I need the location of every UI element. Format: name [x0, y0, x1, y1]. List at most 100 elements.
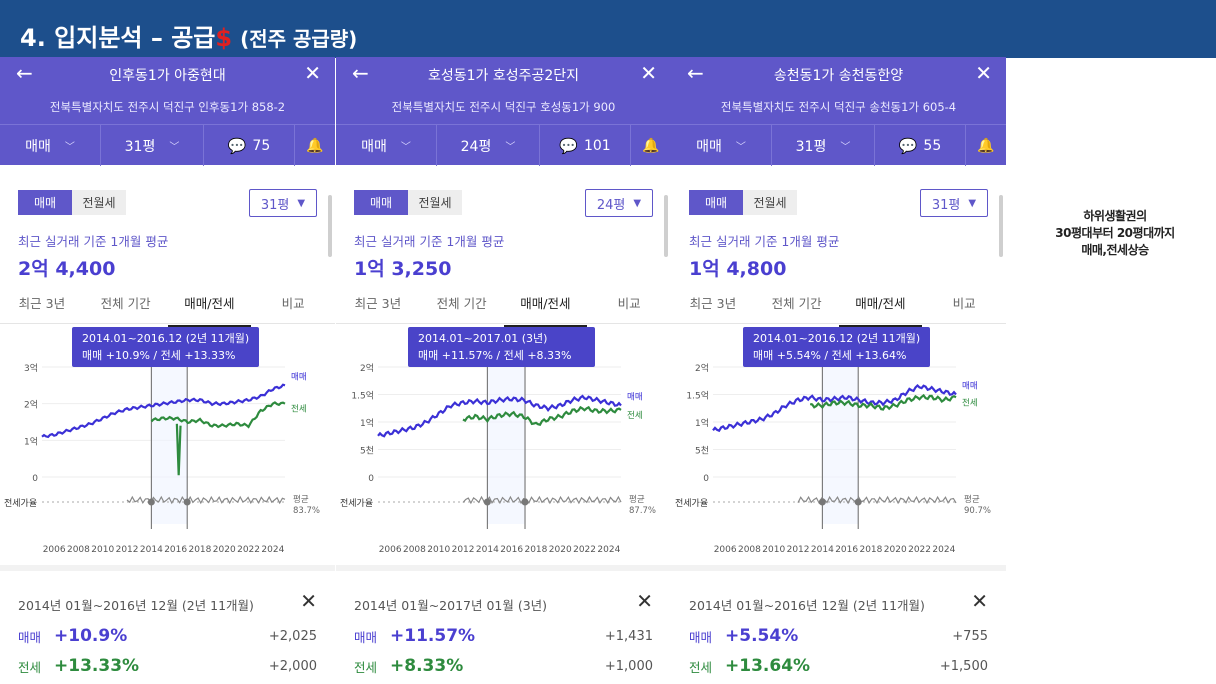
tab-all[interactable]: 전체 기간 — [100, 296, 151, 311]
deal-toggle: 매매 전월세 — [354, 190, 462, 215]
jeonse-amount: +2,000 — [268, 658, 317, 674]
x-tick-label: 2010 — [91, 545, 114, 555]
back-arrow-icon[interactable]: ← — [16, 61, 33, 85]
toggle-buy[interactable]: 매매 — [354, 190, 408, 215]
tab-recent[interactable]: 최근 3년 — [18, 296, 66, 311]
notification-button[interactable]: 🔔 — [966, 125, 1006, 166]
tooltip-values: 매매 +10.9% / 전세 +13.33% — [82, 349, 236, 362]
back-arrow-icon[interactable]: ← — [687, 61, 704, 85]
buy-stat: 매매 +5.54% +755 — [689, 623, 988, 649]
deal-type-select[interactable]: 매매 ﹀ — [336, 125, 437, 166]
title-sub: (전주 공급량) — [240, 27, 358, 51]
x-tick-label: 2020 — [213, 545, 236, 555]
notification-button[interactable]: 🔔 — [295, 125, 335, 166]
bell-icon: 🔔 — [642, 137, 660, 154]
jeonse-amount: +1,500 — [939, 658, 988, 674]
complex-address: 전북특별자치도 전주시 덕진구 호성동1가 900 — [391, 100, 616, 114]
comments-button[interactable]: 💬 75 — [204, 125, 295, 166]
avg-value: 83.7% — [293, 506, 320, 516]
size-select[interactable]: 31평 ﹀ — [772, 125, 875, 166]
recent-price: 2억 4,400 — [18, 258, 116, 280]
recent-label-wrap: 최근 실거래 기준 1개월 평균 — [18, 231, 168, 250]
complex-address: 전북특별자치도 전주시 덕진구 송천동1가 605-4 — [720, 100, 957, 114]
toggle-rent[interactable]: 전월세 — [743, 190, 797, 215]
recent-label: 최근 실거래 기준 1개월 평균 — [354, 234, 505, 249]
notification-button[interactable]: 🔔 — [631, 125, 671, 166]
y-tick-label: 0 — [32, 474, 38, 484]
deal-type-value: 매매 — [696, 138, 722, 155]
toggle-buy[interactable]: 매매 — [18, 190, 72, 215]
period-start-dot — [818, 498, 826, 506]
chevron-down-icon: ﹀ — [505, 142, 516, 153]
tab-recent[interactable]: 최근 3년 — [354, 296, 402, 311]
size-dropdown[interactable]: 31평 ▼ — [249, 189, 317, 217]
y-tick-label: 1.5억 — [686, 390, 709, 402]
buy-percent: +10.9% — [54, 626, 128, 646]
tab-compare[interactable]: 비교 — [617, 296, 641, 311]
y-tick-label: 2억 — [360, 362, 374, 374]
tab-recent[interactable]: 최근 3년 — [689, 296, 737, 311]
title-main: 4. 입지분석 – 공급 — [20, 24, 216, 52]
tab-buy-rent[interactable]: 매매/전세 — [838, 289, 923, 327]
annotation-note: 하위생활권의 30평대부터 20평대까지 매매,전세상승 — [1040, 208, 1190, 259]
scrollbar[interactable] — [664, 195, 668, 257]
tab-compare[interactable]: 비교 — [952, 296, 976, 311]
scrollbar[interactable] — [328, 195, 332, 257]
tab-buy-rent[interactable]: 매매/전세 — [503, 289, 588, 327]
jeonse-label: 전세 — [18, 659, 42, 675]
deal-type-select[interactable]: 매매 ﹀ — [671, 125, 772, 166]
selected-period-band — [487, 357, 526, 524]
series-line-jeonse-dip — [175, 423, 182, 476]
size-select[interactable]: 31평 ﹀ — [101, 125, 204, 166]
series-label: 매매 — [962, 382, 978, 392]
toggle-rent[interactable]: 전월세 — [72, 190, 126, 215]
toggle-rent[interactable]: 전월세 — [408, 190, 462, 215]
jeonse-stat: 전세 +13.64% +1,500 — [689, 653, 988, 679]
size-dropdown[interactable]: 31평 ▼ — [920, 189, 988, 217]
note-line: 매매,전세상승 — [1081, 243, 1149, 257]
tab-compare[interactable]: 비교 — [281, 296, 305, 311]
close-icon[interactable]: ✕ — [640, 61, 657, 85]
close-icon[interactable]: ✕ — [636, 589, 653, 613]
chevron-down-icon: ﹀ — [400, 142, 411, 153]
back-arrow-icon[interactable]: ← — [352, 61, 369, 85]
size-dropdown[interactable]: 24평 ▼ — [585, 189, 653, 217]
series-label: 전세 — [962, 397, 978, 408]
tab-all[interactable]: 전체 기간 — [771, 296, 822, 311]
close-icon[interactable]: ✕ — [975, 61, 992, 85]
x-tick-label: 2020 — [884, 545, 907, 555]
app-bar: ← 송천동1가 송천동한양 ✕ 전북특별자치도 전주시 덕진구 송천동1가 60… — [671, 57, 1006, 166]
range-summary: 2014년 01월~2016년 12월 (2년 11개월) ✕ 매매 +10.9… — [0, 565, 335, 684]
close-icon[interactable]: ✕ — [971, 589, 988, 613]
ratio-line — [462, 495, 622, 505]
x-tick-label: 2022 — [573, 545, 596, 555]
y-tick-label: 5천 — [695, 446, 709, 457]
x-tick-label: 2014 — [476, 545, 499, 555]
comment-count: 55 — [923, 137, 942, 154]
scrollbar[interactable] — [999, 195, 1003, 257]
toggle-buy[interactable]: 매매 — [689, 190, 743, 215]
comments-button[interactable]: 💬 55 — [875, 125, 966, 166]
close-icon[interactable]: ✕ — [300, 589, 317, 613]
apartment-panel: ← 인후동1가 아중현대 ✕ 전북특별자치도 전주시 덕진구 인후동1가 858… — [0, 57, 335, 684]
period-start-dot — [147, 498, 155, 506]
size-value: 31평 — [795, 138, 827, 155]
y-tick-label: 0 — [703, 474, 709, 484]
tab-buy-rent[interactable]: 매매/전세 — [167, 289, 252, 327]
x-tick-label: 2024 — [597, 545, 620, 555]
avg-label: 평균 — [964, 494, 980, 505]
note-line: 하위생활권의 — [1083, 209, 1147, 223]
size-dropdown-value: 31평 — [931, 197, 961, 213]
y-tick-label: 1억 — [695, 417, 709, 429]
size-select[interactable]: 24평 ﹀ — [437, 125, 540, 166]
comments-button[interactable]: 💬 101 — [540, 125, 631, 166]
deal-type-select[interactable]: 매매 ﹀ — [0, 125, 101, 166]
y-tick-label: 1억 — [24, 435, 38, 447]
buy-percent: +5.54% — [725, 626, 799, 646]
close-icon[interactable]: ✕ — [304, 61, 321, 85]
x-tick-label: 2006 — [379, 545, 402, 555]
tab-all[interactable]: 전체 기간 — [436, 296, 487, 311]
